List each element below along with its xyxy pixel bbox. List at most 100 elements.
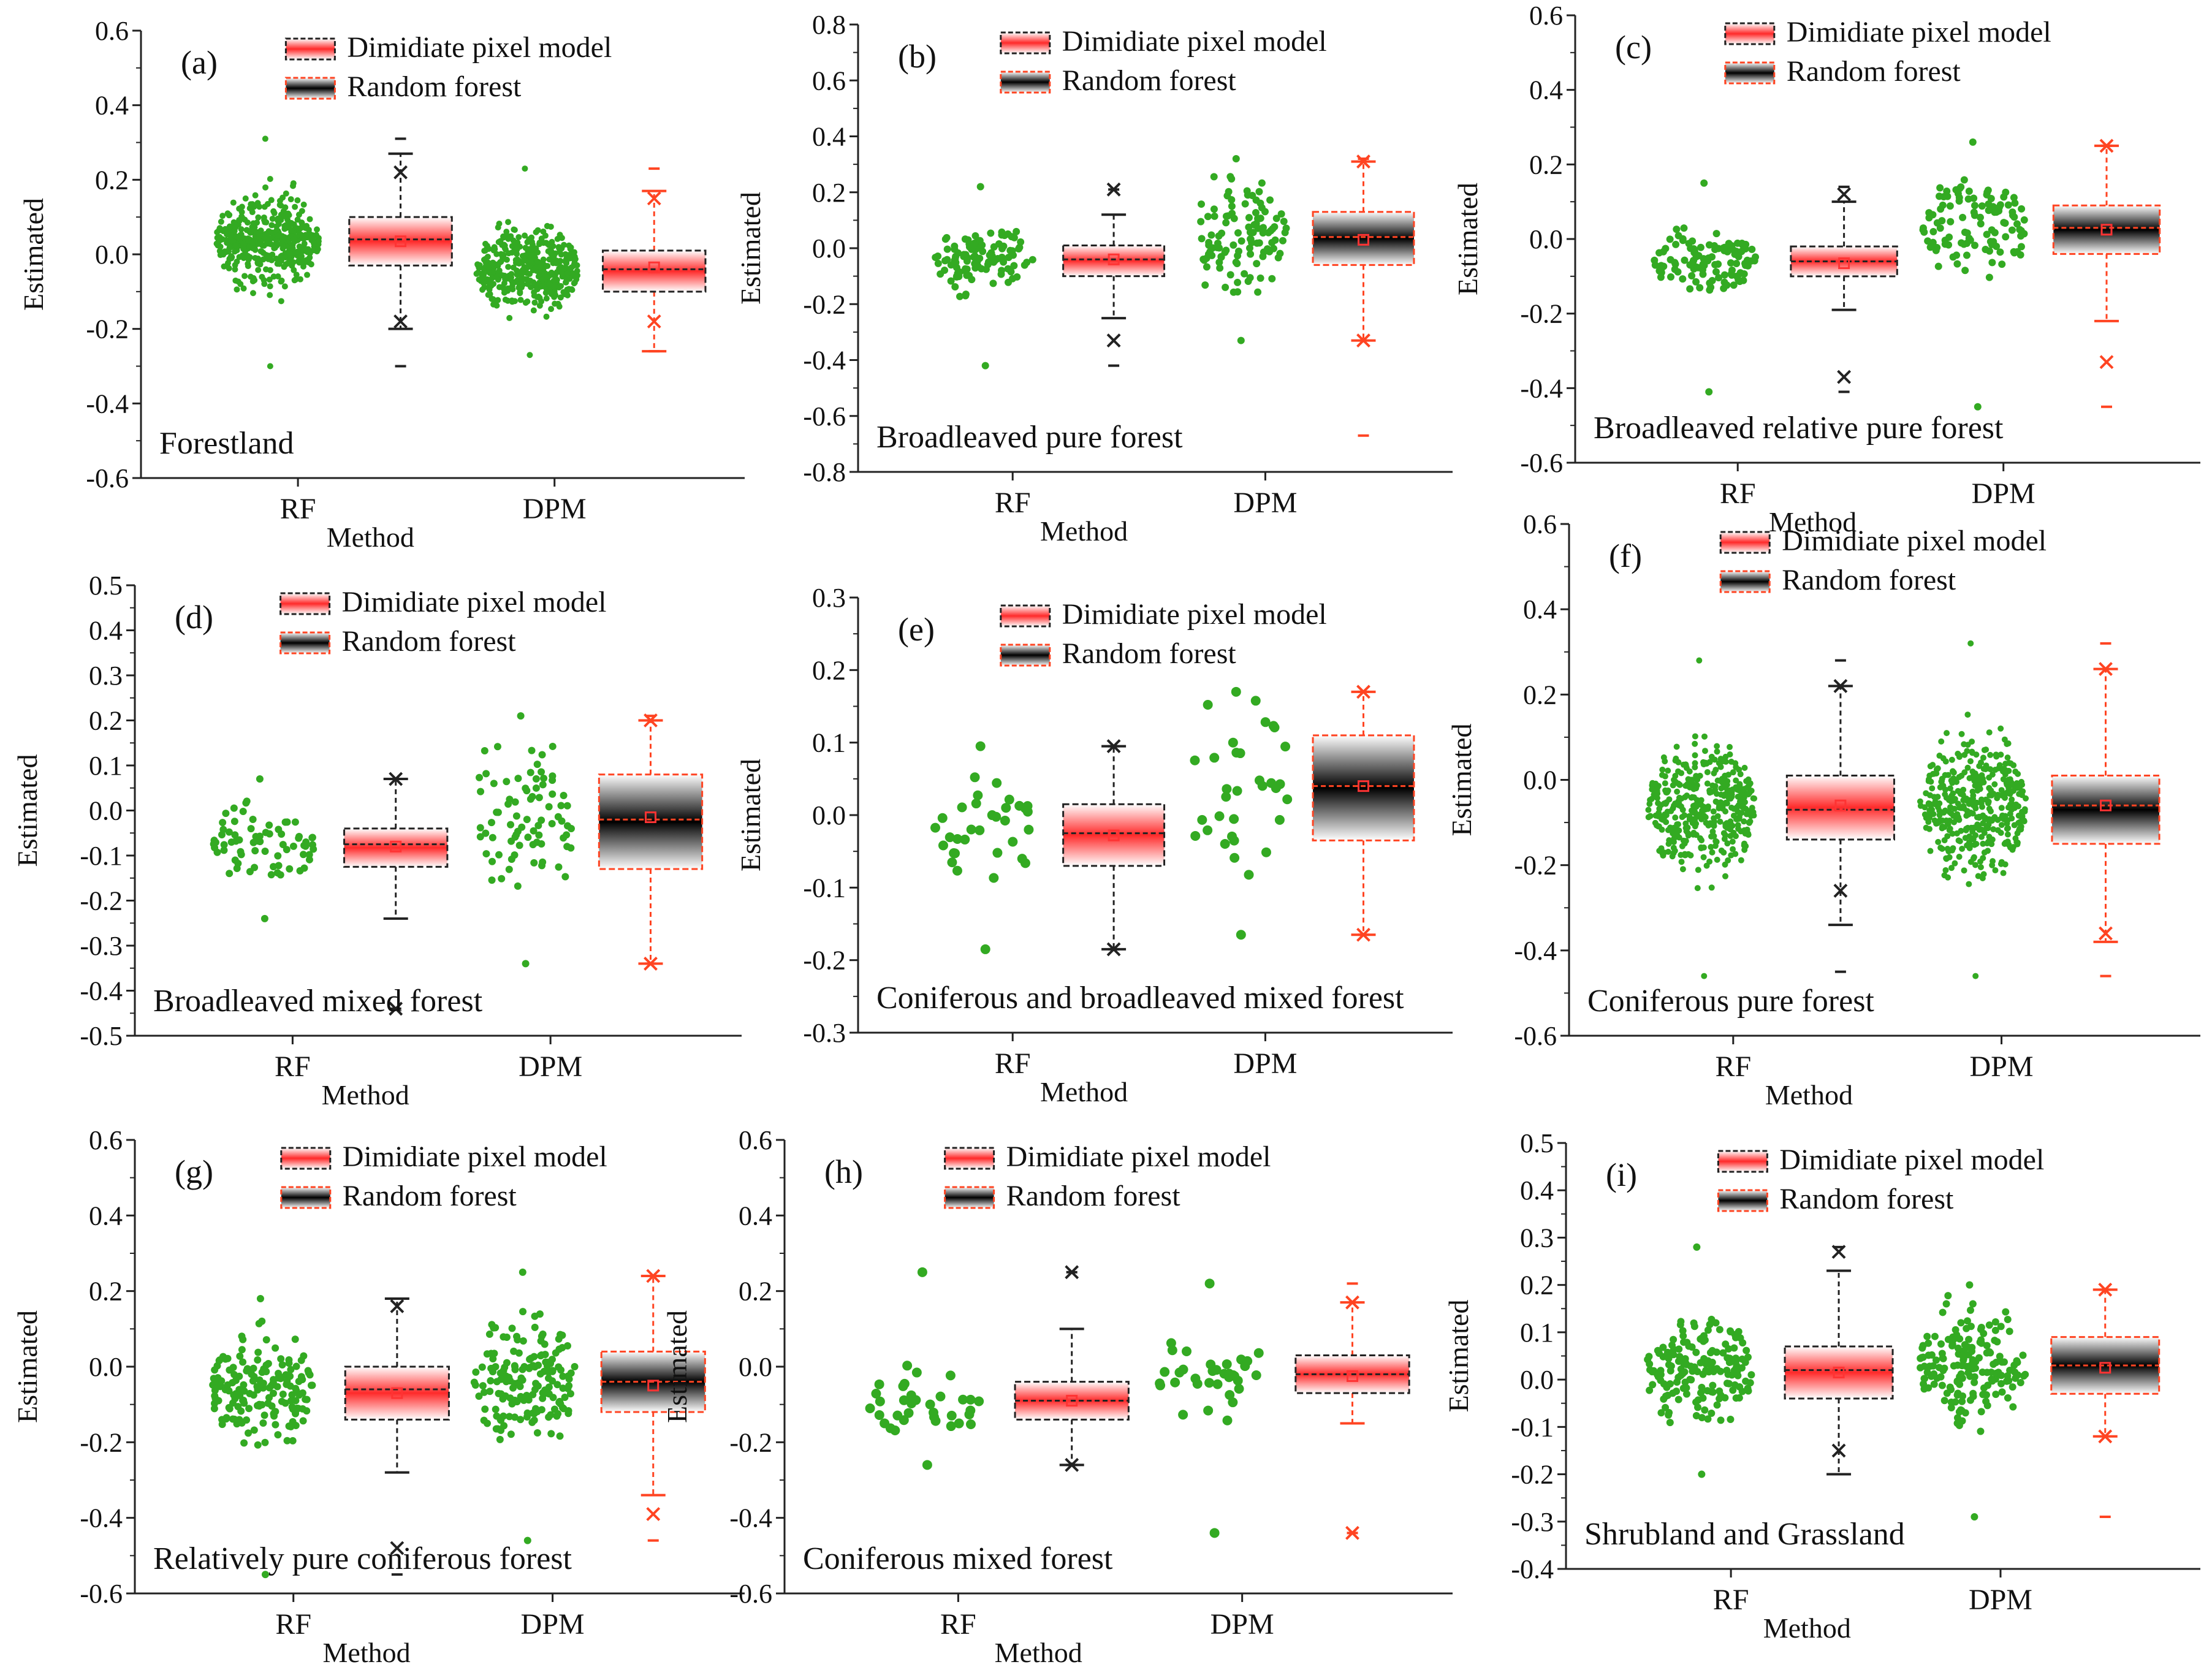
scatter-point [970,253,978,261]
scatter-point [470,1378,478,1386]
scatter-point [1699,270,1707,278]
scatter-point [252,254,259,261]
scatter-point [509,297,515,304]
scatter-point [482,850,490,858]
scatter-point [481,1405,489,1413]
scatter-point [1680,224,1688,232]
scatter-point [1673,226,1681,233]
scatter-point [1741,840,1747,847]
scatter-point [1013,227,1020,235]
scatter-point [1991,781,1998,788]
scatter-point [557,232,563,238]
scatter-point [1230,852,1240,863]
scatter-point [556,1432,564,1440]
scatter-point [1947,218,1955,226]
scatter-point [1711,822,1717,829]
scatter-point [220,841,228,849]
scatter-point [1731,1381,1739,1389]
y-tick-label: -0.2 [803,946,846,976]
scatter-point [1700,179,1708,187]
scatter-point [1927,763,1934,770]
dpm-box [1312,211,1415,266]
scatter-point [1679,843,1686,849]
scatter-point [2002,188,2010,196]
scatter-point [943,233,951,241]
scatter-point [1988,1375,1996,1383]
scatter-point [1988,226,1996,234]
scatter-point [1951,819,1958,826]
scatter-point [535,831,543,839]
scatter-point [262,219,268,226]
scatter-point [1235,248,1243,256]
scatter-point [235,234,242,241]
scatter-point [898,1381,908,1391]
scatter-point [531,1323,539,1331]
scatter-point [291,221,297,228]
scatter-point [1218,229,1226,237]
scatter-point [1956,853,1963,860]
scatter-point [262,266,269,273]
scatter-point [254,1441,262,1449]
scatter-point [1251,1370,1261,1380]
scatter-point [1986,774,1993,781]
scatter-point [1977,1408,1985,1416]
scatter-point [1230,288,1237,296]
scatter-point [1955,194,1963,202]
y-tick-label: 0.6 [95,16,129,46]
scatter-point [1990,238,1997,246]
scatter-point [954,249,962,257]
scatter-point [1708,1410,1716,1418]
dpm-mean-marker [1358,233,1369,246]
scatter-point [1178,1410,1188,1420]
chart-panel-h: 0.6 0.4 0.2 0.0 -0.2 -0.4 -0.6 Estimated RF DPM Me… [661,1125,1453,1668]
scatter-point [1992,867,1999,874]
scatter-point [945,1370,956,1381]
scatter-point [249,290,256,297]
scatter-point [974,1396,984,1407]
scatter-point [1934,820,1940,827]
scatter-point [551,283,558,289]
scatter-point [1692,823,1698,830]
scatter-point [254,837,262,845]
legend-dpm-label: Dimidiate pixel model [1062,598,1327,631]
scatter-point [1692,278,1700,286]
scatter-point [483,1419,491,1427]
scatter-point [503,229,510,235]
scatter-point [1997,1372,2005,1380]
scatter-point [1206,1359,1216,1370]
scatter-point [1939,778,1945,784]
scatter-point [291,1408,299,1416]
scatter-point [508,271,515,278]
scatter-point [1996,248,2004,256]
scatter-point [306,216,313,222]
scatter-point [511,851,519,859]
scatter-point [978,241,986,249]
scatter-point [258,1369,266,1376]
scatter-point [1266,248,1274,256]
scatter-point [553,276,560,283]
scatter-point [1701,1406,1709,1414]
scatter-point [546,287,553,294]
scatter-point [1662,800,1669,807]
scatter-point [1257,781,1268,791]
scatter-point [496,220,503,227]
scatter-point [1967,859,1974,865]
dpm-p1-marker [2099,926,2113,941]
scatter-point [254,1348,262,1356]
scatter-point [476,824,484,832]
scatter-point [976,183,984,191]
legend: Dimidiate pixel model Random forest [944,1141,1271,1212]
scatter-point [1958,1351,1966,1359]
scatter-point [511,798,519,806]
scatter-point [1982,1397,1990,1405]
scatter-point [1719,1349,1727,1357]
scatter-point [219,819,227,827]
legend-dpm-label: Dimidiate pixel model [1787,16,2051,48]
y-axis-title: Estimated [1446,724,1477,837]
scatter-point [2021,818,2028,825]
rf-scatter [932,183,1036,370]
scatter-point [1985,1348,1993,1356]
scatter-point [472,1368,480,1376]
scatter-point [1928,1351,1936,1359]
scatter-point [253,1383,261,1391]
